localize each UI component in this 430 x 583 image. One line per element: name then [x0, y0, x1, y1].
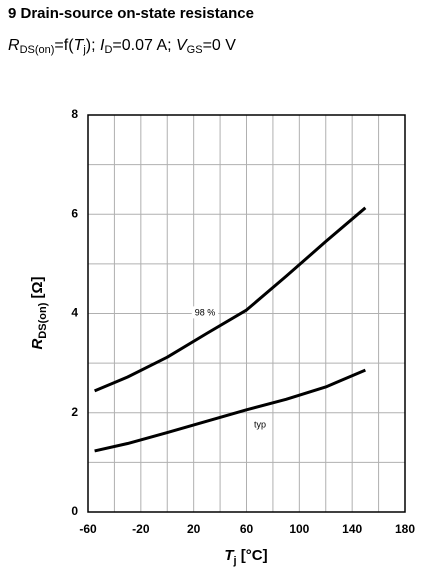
y-tick-label: 6 [71, 206, 78, 220]
series-label: 98 % [195, 307, 216, 317]
subtitle-part: I [100, 37, 105, 54]
x-label-part: [°C] [237, 547, 268, 564]
y-tick-label: 2 [71, 405, 78, 419]
series-label-bg [191, 306, 219, 319]
subtitle-part: =0 V [203, 37, 237, 54]
y-axis-label: RDS(on) [Ω] [29, 276, 49, 349]
subtitle-part: GS [187, 44, 203, 56]
x-tick-label: -60 [79, 522, 97, 536]
subtitle-part: ); [86, 37, 100, 54]
x-tick-label: 100 [289, 522, 309, 536]
plot-frame [87, 114, 406, 513]
x-tick-label: 140 [342, 522, 362, 536]
series-line [94, 206, 367, 393]
y-label-part: [Ω] [29, 276, 46, 302]
x-tick-label: 60 [240, 522, 254, 536]
x-tick-label: -20 [132, 522, 150, 536]
x-tick-label: 20 [187, 522, 201, 536]
subtitle-part: T [74, 37, 85, 54]
y-tick-label: 4 [71, 306, 78, 320]
x-label-part: j [233, 555, 237, 567]
subtitle-part: =f( [54, 37, 74, 54]
x-tick-label: 180 [395, 522, 415, 536]
series-label-bg [250, 418, 270, 431]
subtitle-part: DS(on) [20, 44, 55, 56]
y-label-part: R [29, 339, 46, 350]
y-tick-label: 0 [71, 504, 78, 518]
chart-title: 9 Drain-source on-state resistance [8, 5, 254, 22]
series-line [94, 368, 366, 453]
x-label-part: T [224, 547, 235, 564]
series-label: typ [254, 419, 266, 429]
subtitle-part: =0.07 A; [112, 37, 176, 54]
subtitle-part: R [8, 37, 20, 54]
chart-subtitle: RDS(on)=f(Tj); ID=0.07 A; VGS=0 V [8, 37, 236, 56]
x-axis-label: Tj [°C] [224, 547, 267, 567]
subtitle-part: V [176, 37, 188, 54]
y-label-part: DS(on) [37, 302, 49, 338]
subtitle-part: D [104, 44, 112, 56]
subtitle-part: j [82, 44, 85, 56]
y-tick-label: 8 [71, 107, 78, 121]
